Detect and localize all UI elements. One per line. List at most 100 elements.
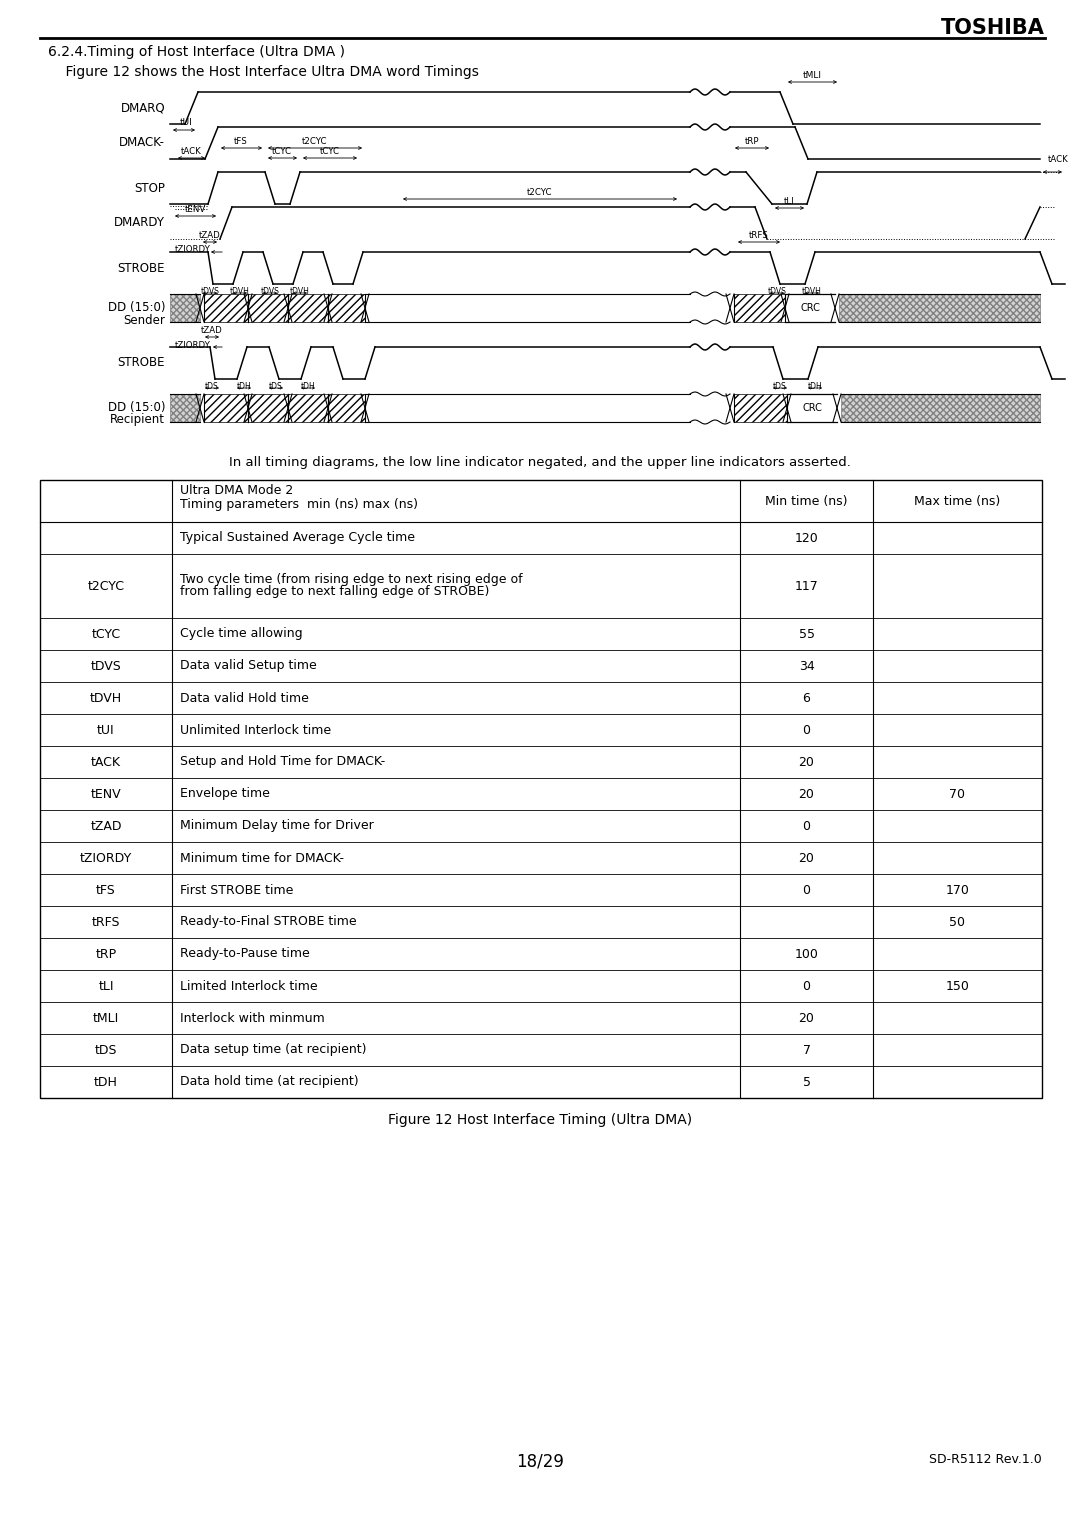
Text: tLI: tLI (784, 197, 794, 206)
Text: tZIORDY: tZIORDY (175, 246, 211, 255)
Text: tDS: tDS (773, 382, 787, 391)
Bar (40, 480, 1042, 1099)
Text: Data hold time (at recipient): Data hold time (at recipient) (180, 1076, 359, 1088)
Text: tDS: tDS (205, 382, 219, 391)
Text: 150: 150 (946, 979, 970, 993)
Text: tRFS: tRFS (92, 915, 120, 929)
Text: Limited Interlock time: Limited Interlock time (180, 979, 318, 993)
Text: from falling edge to next falling edge of STROBE): from falling edge to next falling edge o… (180, 585, 489, 599)
Text: Timing parameters  min (ns) max (ns): Timing parameters min (ns) max (ns) (180, 498, 418, 510)
Text: tZAD: tZAD (199, 231, 221, 240)
Text: Ready-to-Final STROBE time: Ready-to-Final STROBE time (180, 915, 356, 929)
Text: Max time (ns): Max time (ns) (915, 495, 1001, 507)
Text: CRC: CRC (802, 403, 822, 413)
Text: DMARQ: DMARQ (120, 101, 165, 115)
Text: tDVS: tDVS (91, 660, 121, 672)
Text: tENV: tENV (185, 205, 205, 214)
Text: Figure 12 Host Interface Timing (Ultra DMA): Figure 12 Host Interface Timing (Ultra D… (388, 1112, 692, 1128)
Text: Interlock with minmum: Interlock with minmum (180, 1012, 325, 1024)
Text: STROBE: STROBE (118, 261, 165, 275)
Text: 6.2.4.Timing of Host Interface (Ultra DMA ): 6.2.4.Timing of Host Interface (Ultra DM… (48, 44, 345, 60)
Text: tENV: tENV (91, 787, 121, 801)
Text: tDVH: tDVH (230, 287, 249, 296)
Text: tZAD: tZAD (91, 819, 122, 833)
Text: DMARDY: DMARDY (114, 217, 165, 229)
Text: tMLI: tMLI (93, 1012, 119, 1024)
Text: Envelope time: Envelope time (180, 787, 270, 801)
Text: tDVS: tDVS (201, 287, 219, 296)
Text: Minimum time for DMACK-: Minimum time for DMACK- (180, 851, 345, 865)
Text: tMLI: tMLI (802, 70, 822, 79)
Text: Data valid Setup time: Data valid Setup time (180, 660, 316, 672)
Text: SD-R5112 Rev.1.0: SD-R5112 Rev.1.0 (929, 1453, 1042, 1465)
Text: Figure 12 shows the Host Interface Ultra DMA word Timings: Figure 12 shows the Host Interface Ultra… (48, 66, 478, 79)
Text: 7: 7 (802, 1044, 810, 1056)
Text: 0: 0 (802, 979, 810, 993)
Text: Cycle time allowing: Cycle time allowing (180, 628, 302, 640)
Text: 55: 55 (798, 628, 814, 640)
Text: STOP: STOP (134, 182, 165, 194)
Text: tDS: tDS (95, 1044, 118, 1056)
Text: Typical Sustained Average Cycle time: Typical Sustained Average Cycle time (180, 532, 415, 544)
Text: tCYC: tCYC (320, 147, 340, 156)
Text: Setup and Hold Time for DMACK-: Setup and Hold Time for DMACK- (180, 755, 386, 769)
Text: CRC: CRC (800, 303, 820, 313)
Text: tDVH: tDVH (291, 287, 310, 296)
Text: 20: 20 (798, 755, 814, 769)
Text: Sender: Sender (123, 313, 165, 327)
Text: tDVH: tDVH (90, 692, 122, 704)
Text: t2CYC: t2CYC (87, 579, 124, 593)
Text: TOSHIBA: TOSHIBA (941, 18, 1045, 38)
Text: Recipient: Recipient (110, 414, 165, 426)
Text: tZIORDY: tZIORDY (80, 851, 132, 865)
Text: 18/29: 18/29 (516, 1453, 564, 1471)
Text: t2CYC: t2CYC (527, 188, 553, 197)
Text: tACK: tACK (91, 755, 121, 769)
Text: 170: 170 (946, 883, 970, 897)
Text: tDVH: tDVH (802, 287, 822, 296)
Text: tDS: tDS (269, 382, 283, 391)
Text: Unlimited Interlock time: Unlimited Interlock time (180, 723, 332, 736)
Text: 117: 117 (795, 579, 819, 593)
Text: Data setup time (at recipient): Data setup time (at recipient) (180, 1044, 366, 1056)
Text: 70: 70 (949, 787, 966, 801)
Text: tRP: tRP (745, 138, 759, 147)
Text: 20: 20 (798, 787, 814, 801)
Text: tACK: tACK (180, 147, 201, 156)
Text: tFS: tFS (96, 883, 116, 897)
Text: tRFS: tRFS (750, 231, 769, 240)
Text: tDH: tDH (94, 1076, 118, 1088)
Text: tLI: tLI (98, 979, 113, 993)
Text: tZIORDY: tZIORDY (175, 341, 211, 350)
Text: Data valid Hold time: Data valid Hold time (180, 692, 309, 704)
Text: Ready-to-Pause time: Ready-to-Pause time (180, 947, 310, 961)
Text: DD (15:0): DD (15:0) (108, 402, 165, 414)
Text: Ultra DMA Mode 2: Ultra DMA Mode 2 (180, 484, 294, 497)
Text: 100: 100 (795, 947, 819, 961)
Text: DD (15:0): DD (15:0) (108, 301, 165, 315)
Text: tFS: tFS (234, 138, 248, 147)
Text: 20: 20 (798, 1012, 814, 1024)
Text: tACK: tACK (1048, 154, 1069, 163)
Text: tZAD: tZAD (201, 325, 222, 335)
Text: STROBE: STROBE (118, 356, 165, 370)
Text: tDVS: tDVS (260, 287, 280, 296)
Text: tCYC: tCYC (272, 147, 292, 156)
Text: 20: 20 (798, 851, 814, 865)
Text: First STROBE time: First STROBE time (180, 883, 294, 897)
Text: tDH: tDH (237, 382, 252, 391)
Text: t2CYC: t2CYC (302, 138, 327, 147)
Text: Min time (ns): Min time (ns) (766, 495, 848, 507)
Text: tDVS: tDVS (768, 287, 786, 296)
Text: 0: 0 (802, 723, 810, 736)
Text: tDH: tDH (808, 382, 822, 391)
Text: 6: 6 (802, 692, 810, 704)
Text: tDH: tDH (300, 382, 315, 391)
Text: tUI: tUI (97, 723, 114, 736)
Text: tUI: tUI (179, 118, 192, 127)
Text: Minimum Delay time for Driver: Minimum Delay time for Driver (180, 819, 374, 833)
Text: 0: 0 (802, 819, 810, 833)
Text: 50: 50 (949, 915, 966, 929)
Text: 5: 5 (802, 1076, 810, 1088)
Text: Two cycle time (from rising edge to next rising edge of: Two cycle time (from rising edge to next… (180, 573, 523, 587)
